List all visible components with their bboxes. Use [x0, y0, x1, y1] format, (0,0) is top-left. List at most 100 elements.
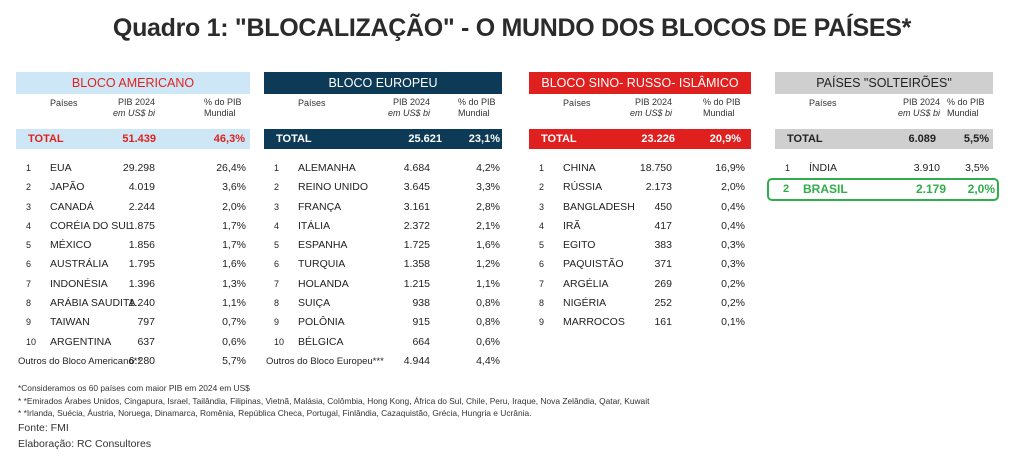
row-pct: 0,1%: [721, 316, 745, 329]
row-pib: 417: [654, 219, 672, 232]
row-rank: 4: [26, 220, 32, 231]
total-pib: 23.226: [641, 133, 675, 145]
row-rank: 8: [274, 298, 280, 309]
footnotes: *Consideramos os 60 países com maior PIB…: [18, 382, 649, 452]
table-row: 5 ESPANHA 1.725 1,6%: [264, 236, 502, 255]
row-pct: 0,6%: [476, 335, 500, 348]
row-country-name: TAIWAN: [50, 316, 90, 329]
country-rows: 1 EUA 29.298 26,4% 2 JAPÃO 4.019 3,6% 3 CANADÁ 2.2…: [16, 159, 250, 352]
table-row: 2 RÚSSIA 2.173 2,0%: [529, 178, 751, 197]
row-rank: 2: [539, 182, 545, 193]
row-rank: 4: [539, 220, 545, 231]
row-pct: 3,6%: [222, 181, 246, 194]
table-row: 9 TAIWAN 797 0,7%: [16, 313, 250, 332]
row-pct: 2,1%: [476, 219, 500, 232]
row-pib: 938: [412, 297, 430, 310]
row-pib: 1.396: [128, 277, 155, 290]
table-row: 1 ÍNDIA 3.910 3,5%: [775, 159, 993, 178]
table-row: 2 REINO UNIDO 3.645 3,3%: [264, 178, 502, 197]
row-pib: 269: [654, 277, 672, 290]
row-pct: 4,2%: [476, 162, 500, 174]
row-pib: 29.298: [122, 162, 155, 174]
page-title: Quadro 1: "BLOCALIZAÇÃO" - O MUNDO DOS B…: [112, 14, 912, 42]
row-rank: 6: [274, 259, 280, 270]
row-country-name: EGITO: [563, 239, 596, 252]
column-header-countries: Países: [298, 98, 326, 108]
footnote-2: * *Emirados Árabes Unidos, Cingapura, Is…: [18, 395, 650, 406]
table-row: 4 IRÃ 417 0,4%: [529, 217, 751, 236]
total-label: TOTAL: [541, 133, 577, 145]
total-pct: 20,9%: [709, 133, 741, 145]
others-row: Outros do Bloco Americano** 6.280 5,7%: [16, 352, 250, 371]
row-pct: 1,1%: [222, 297, 246, 310]
column-headers: Países PIB 2024 em US$ bi % do PIB Mundial: [264, 94, 502, 124]
column-header-pib: PIB 2024 em US$ bi: [388, 97, 430, 119]
row-pib: 1.725: [403, 239, 430, 252]
row-rank: 9: [26, 317, 32, 328]
table-row: 6 PAQUISTÃO 371 0,3%: [529, 255, 751, 274]
column-header-pib-year: PIB 2024: [634, 97, 672, 107]
bloco-europeu-table: BLOCO EUROPEU Países PIB 2024 em US$ bi % do…: [264, 72, 502, 371]
total-row: TOTAL 6.089 5,5%: [775, 129, 993, 149]
column-header-pct-line1: % do PIB: [947, 97, 985, 107]
column-header-countries: Países: [809, 98, 837, 108]
row-pib: 2.173: [645, 181, 672, 194]
row-pib: 915: [412, 316, 430, 329]
row-country-name: IRÃ: [563, 219, 581, 232]
row-rank: 5: [539, 240, 545, 251]
total-pct: 23,1%: [468, 133, 500, 145]
row-rank: 5: [274, 240, 280, 251]
footnote-1: *Consideramos os 60 países com maior PIB…: [18, 383, 250, 393]
row-country-name: CANADÁ: [50, 200, 94, 213]
row-rank: 7: [26, 278, 32, 289]
others-label: Outros do Bloco Americano**: [18, 355, 142, 367]
row-country-name: REINO UNIDO: [298, 181, 369, 194]
row-pib: 3.910: [913, 162, 940, 174]
table-row: 4 CORÉIA DO SUL 1.875 1,7%: [16, 217, 250, 236]
row-country-name: MARROCOS: [563, 316, 625, 329]
row-rank: 2: [783, 183, 790, 196]
total-row: TOTAL 25.621 23,1%: [264, 129, 502, 149]
row-country-name: RÚSSIA: [563, 181, 603, 194]
row-pct: 0,6%: [222, 335, 246, 348]
row-pib: 4.019: [128, 181, 155, 194]
row-rank: 9: [274, 317, 280, 328]
row-pct: 26,4%: [216, 162, 246, 174]
row-pct: 0,8%: [476, 297, 500, 310]
table-row: 6 TURQUIA 1.358 1,2%: [264, 255, 502, 274]
column-header-countries: Países: [563, 98, 591, 108]
row-pib: 1.875: [128, 219, 155, 232]
row-pct: 1,6%: [222, 258, 246, 271]
column-header-pib: PIB 2024 em US$ bi: [898, 97, 940, 119]
table-row: 7 INDONÉSIA 1.396 1,3%: [16, 275, 250, 294]
row-pct: 0,2%: [721, 277, 745, 290]
row-country-name: AUSTRÁLIA: [50, 258, 109, 271]
row-pct: 0,3%: [721, 239, 745, 252]
row-rank: 8: [539, 298, 545, 309]
column-headers: Países PIB 2024 em US$ bi % do PIB Mundial: [775, 94, 993, 124]
footnote-3: * *Irlanda, Suécia, Áustria, Noruega, Di…: [18, 408, 532, 418]
row-pct: 0,2%: [721, 297, 745, 310]
row-rank: 1: [539, 163, 545, 173]
others-row: Outros do Bloco Europeu*** 4.944 4,4%: [264, 352, 502, 371]
table-row: 7 HOLANDA 1.215 1,1%: [264, 275, 502, 294]
row-pib: 1.856: [128, 239, 155, 252]
table-row: 5 EGITO 383 0,3%: [529, 236, 751, 255]
column-headers: Países PIB 2024 em US$ bi % do PIB Mundial: [16, 94, 250, 124]
column-headers: Países PIB 2024 em US$ bi % do PIB Mundial: [529, 94, 751, 124]
row-country-name: ITÁLIA: [298, 219, 331, 232]
total-pib: 25.621: [408, 133, 442, 145]
column-header-pct-line2: Mundial: [947, 108, 979, 118]
row-rank: 1: [26, 163, 32, 173]
row-pib: 1.240: [128, 297, 155, 310]
column-header-pct-line2: Mundial: [204, 108, 236, 118]
total-row: TOTAL 23.226 20,9%: [529, 129, 751, 149]
table-row: 8 ARÁBIA SAUDITA 1.240 1,1%: [16, 294, 250, 313]
row-rank: 2: [26, 182, 32, 193]
column-header-pib-unit: em US$ bi: [112, 108, 155, 118]
country-rows: 1 CHINA 18.750 16,9% 2 RÚSSIA 2.173 2,0% 3 BANGLA…: [529, 159, 751, 333]
row-rank: 7: [539, 278, 545, 289]
row-rank: 10: [274, 336, 285, 347]
table-row: 2 JAPÃO 4.019 3,6%: [16, 178, 250, 197]
bloco-sino-russo-islamico-table: BLOCO SINO- RUSSO- ISLÂMICO Países PIB 202…: [529, 72, 751, 333]
